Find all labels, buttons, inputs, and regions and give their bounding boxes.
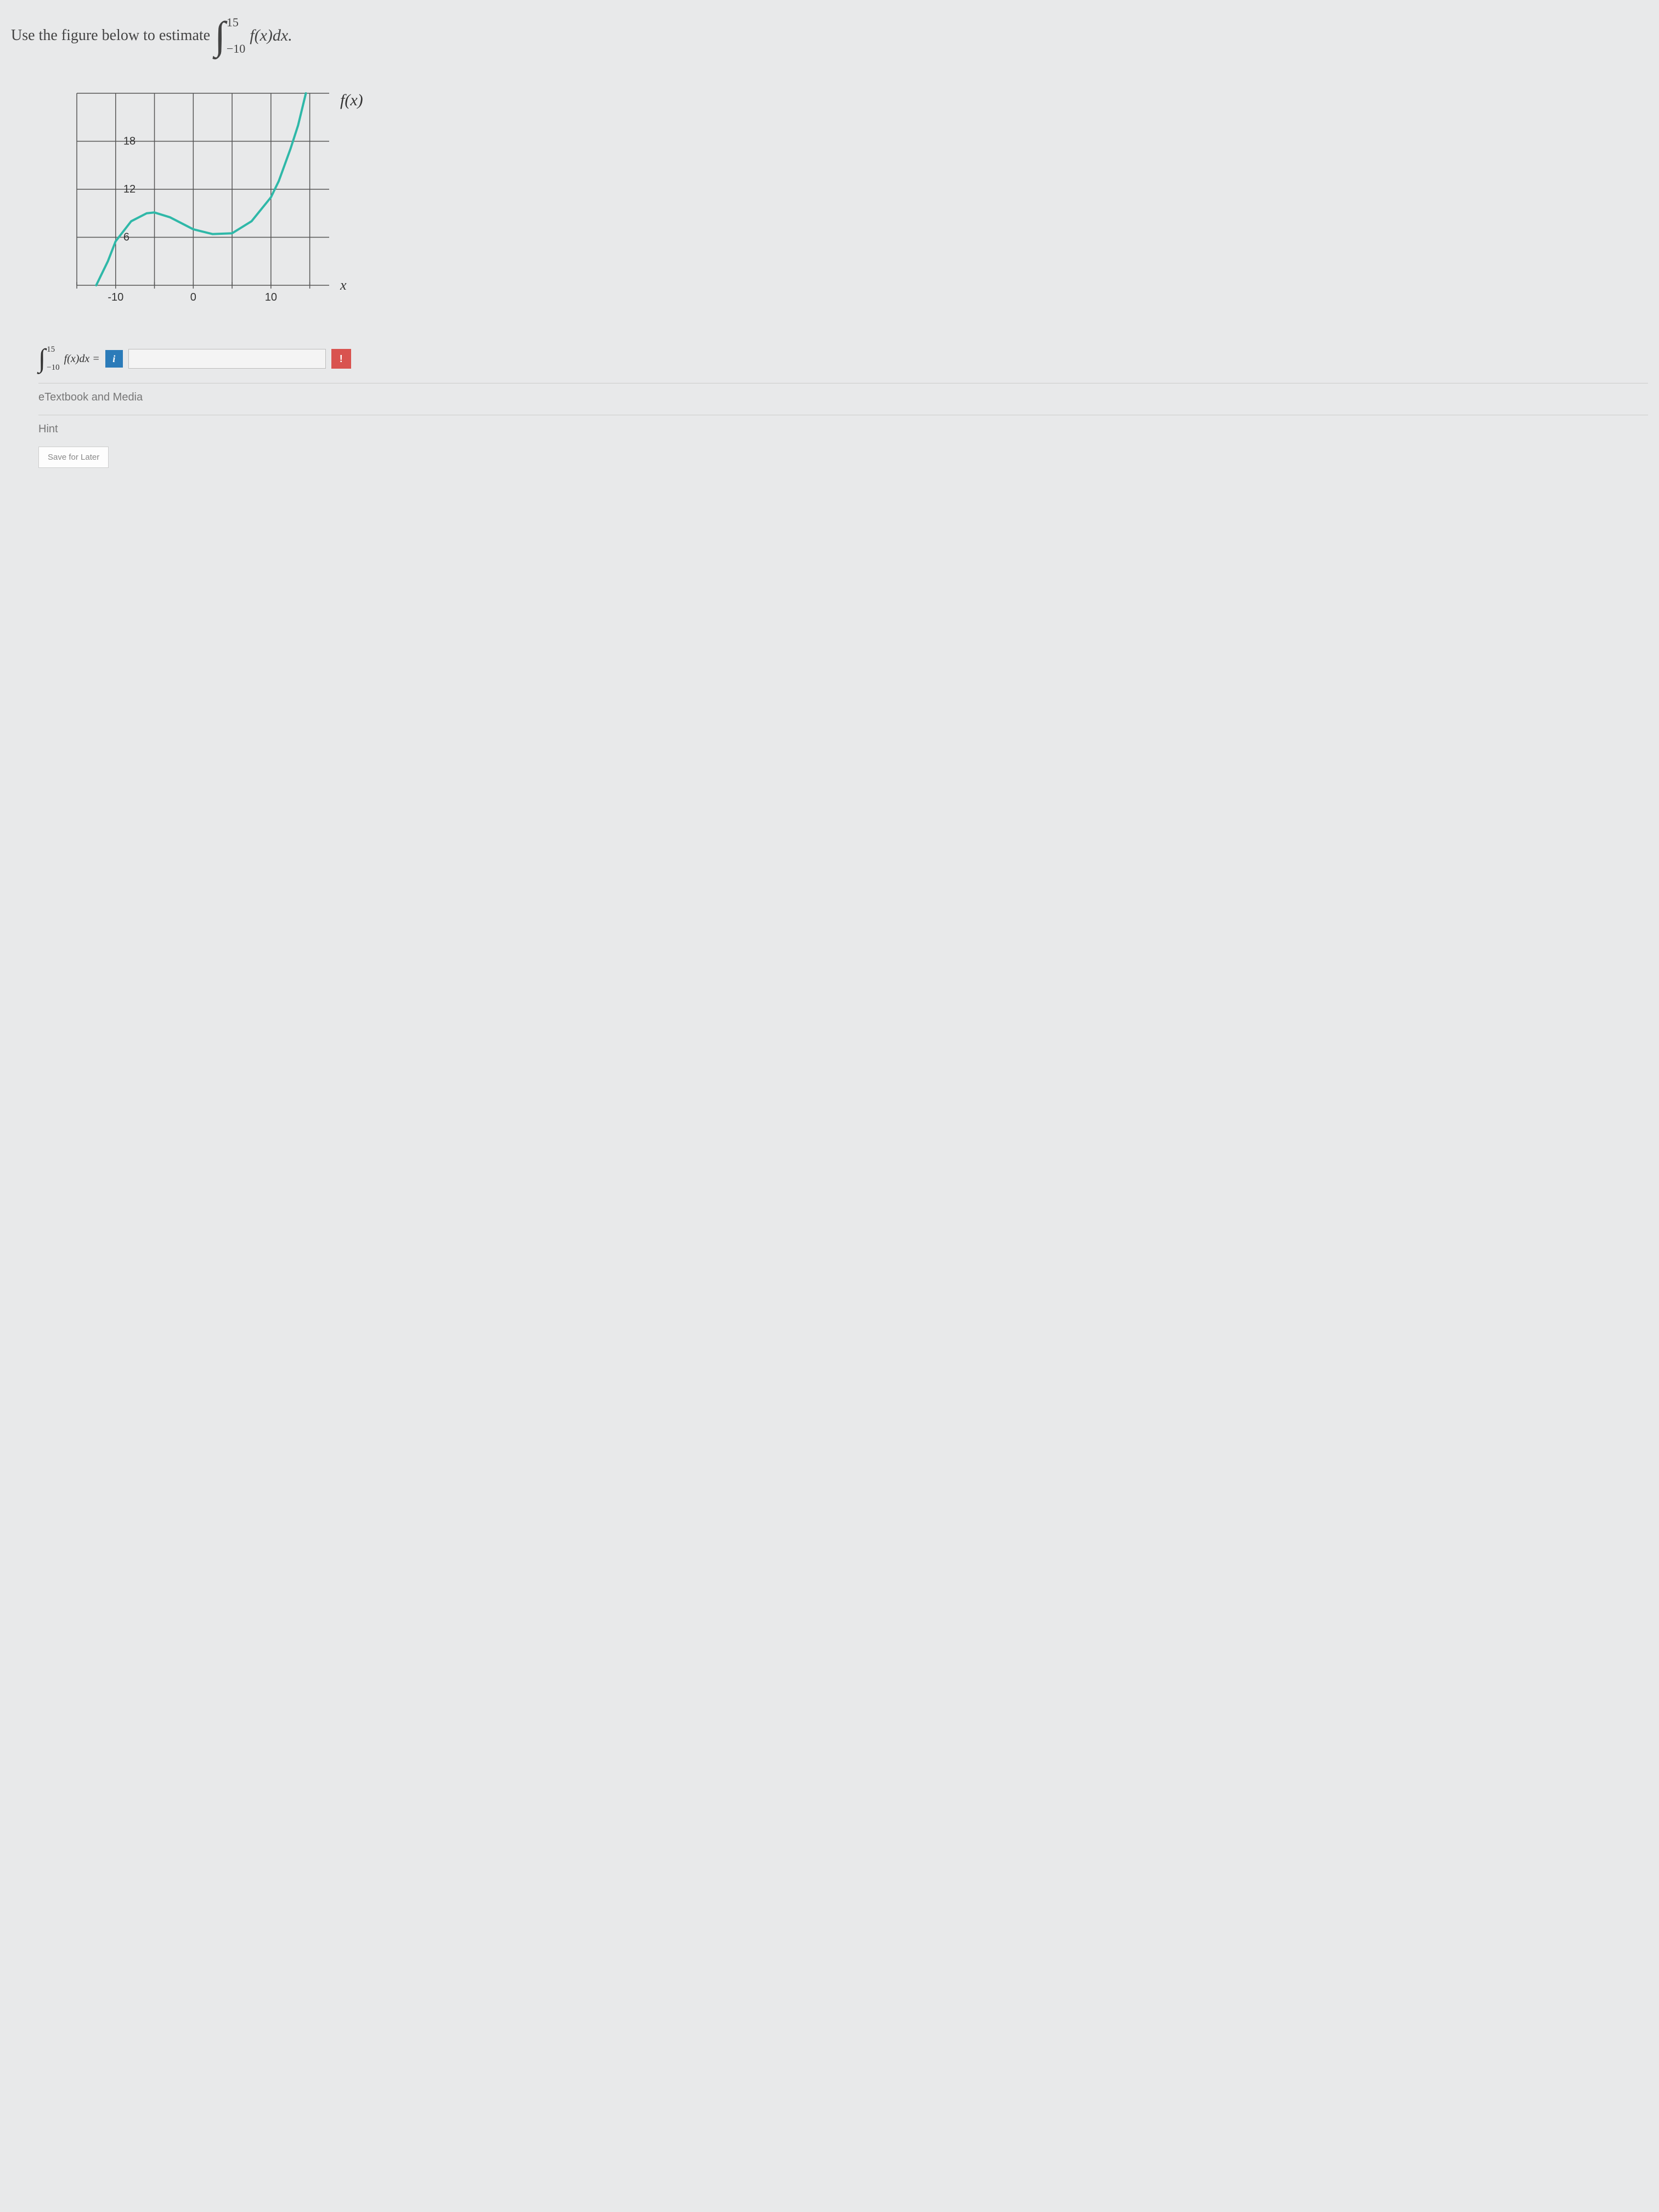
integral-upper: 15 xyxy=(227,16,245,29)
answer-row: ∫ 15 −10 f(x)dx = i ! xyxy=(38,346,1648,372)
question-integral: ∫ 15 −10 f(x)dx. xyxy=(215,16,292,55)
svg-text:6: 6 xyxy=(123,232,129,244)
svg-text:x: x xyxy=(340,277,347,293)
hint-link[interactable]: Hint xyxy=(38,415,1648,436)
question-prompt: Use the figure below to estimate ∫ 15 −1… xyxy=(11,16,1648,55)
figure: 6 12 18 -10 0 10 f(x) x xyxy=(44,77,1648,318)
integral-sign-icon: ∫ xyxy=(38,349,46,368)
svg-text:12: 12 xyxy=(123,183,136,195)
integrand: f(x)dx = xyxy=(64,353,100,365)
integral-lower: −10 xyxy=(47,364,59,372)
integrand: f(x)dx. xyxy=(250,26,292,45)
function-chart: 6 12 18 -10 0 10 f(x) x xyxy=(44,77,395,318)
svg-text:18: 18 xyxy=(123,136,136,148)
integral-sign-icon: ∫ xyxy=(215,22,225,49)
integral-bounds: 15 −10 xyxy=(47,346,59,372)
svg-text:10: 10 xyxy=(265,291,277,303)
info-button[interactable]: i xyxy=(105,350,123,368)
answer-input[interactable] xyxy=(128,349,326,369)
save-for-later-button[interactable]: Save for Later xyxy=(38,447,109,468)
etextbook-link[interactable]: eTextbook and Media xyxy=(38,383,1648,404)
integral-lower: −10 xyxy=(227,43,245,55)
answer-integral: ∫ 15 −10 f(x)dx = xyxy=(38,346,100,372)
flag-button[interactable]: ! xyxy=(331,349,351,369)
svg-text:f(x): f(x) xyxy=(340,91,363,109)
integral-upper: 15 xyxy=(47,346,59,354)
integral-bounds: 15 −10 xyxy=(227,16,245,55)
question-prefix: Use the figure below to estimate xyxy=(11,27,210,44)
svg-text:0: 0 xyxy=(190,291,196,303)
svg-text:-10: -10 xyxy=(108,291,123,303)
